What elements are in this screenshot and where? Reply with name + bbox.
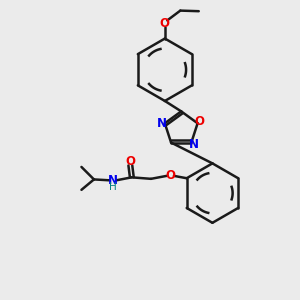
Text: N: N — [189, 137, 199, 151]
Text: O: O — [160, 16, 170, 30]
Text: O: O — [125, 155, 135, 168]
Text: O: O — [165, 169, 175, 182]
Text: H: H — [109, 182, 117, 192]
Text: N: N — [157, 117, 167, 130]
Text: O: O — [194, 115, 204, 128]
Text: N: N — [108, 174, 118, 188]
